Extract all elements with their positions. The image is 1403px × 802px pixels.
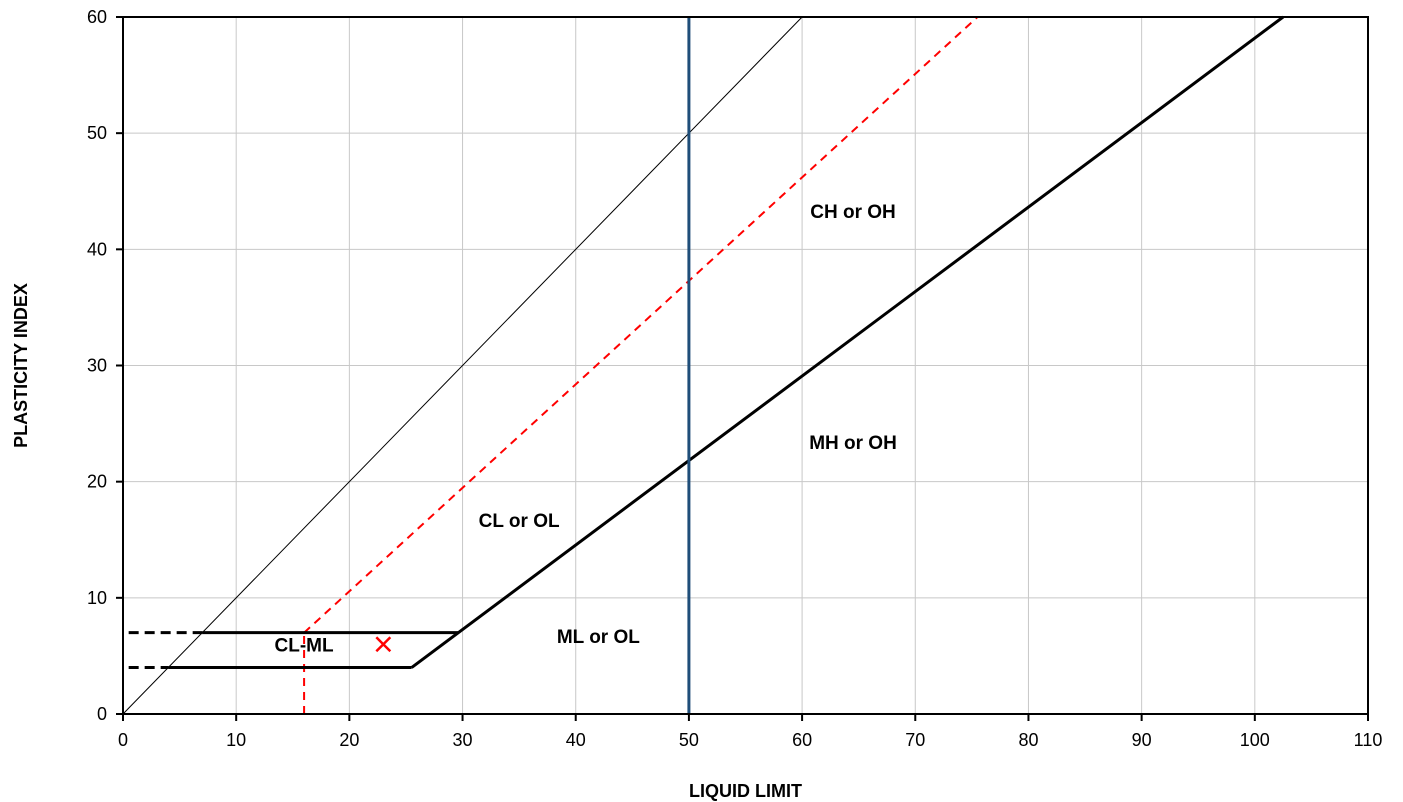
x-tick-label: 110	[1354, 730, 1383, 750]
x-tick-label: 100	[1240, 730, 1270, 750]
series-u-line	[303, 16, 979, 634]
tick-group: 0 10 20 30 40 50 60 70 80 90 100 110 0 10 20 30 40 50 60	[87, 7, 1382, 750]
x-tick-label: 90	[1132, 730, 1152, 750]
x-tick-label: 20	[339, 730, 359, 750]
x-tick-label: 80	[1018, 730, 1038, 750]
points-group	[375, 636, 392, 653]
region-label: CL-ML	[275, 635, 334, 656]
y-tick-label: 50	[87, 123, 107, 143]
y-tick-label: 10	[87, 588, 107, 608]
y-tick-label: 30	[87, 356, 107, 376]
y-tick-label: 60	[87, 7, 107, 27]
x-tick-label: 50	[679, 730, 699, 750]
y-tick-label: 40	[87, 239, 107, 259]
series-a-line	[410, 15, 1285, 669]
region-label: CH or OH	[810, 202, 896, 223]
gridlines	[123, 17, 1368, 714]
x-tick-label: 40	[566, 730, 586, 750]
x-tick-label: 60	[792, 730, 812, 750]
series-group	[122, 15, 1285, 715]
data-point-marker	[375, 636, 392, 653]
y-axis-title: PLASTICITY INDEX	[11, 283, 31, 448]
x-tick-label: 10	[226, 730, 246, 750]
region-label: CL or OL	[479, 511, 560, 532]
region-label: MH or OH	[809, 433, 897, 454]
region-labels: CH or OH MH or OH CL or OL ML or OL CL-ML	[275, 202, 897, 656]
region-label: ML or OL	[557, 627, 640, 648]
marker-stroke	[375, 636, 392, 653]
y-tick-label: 20	[87, 472, 107, 492]
y-tick-label: 0	[97, 704, 107, 724]
x-tick-label: 70	[905, 730, 925, 750]
x-tick-label: 30	[453, 730, 473, 750]
x-axis-title: LIQUID LIMIT	[689, 781, 802, 801]
x-tick-label: 0	[118, 730, 128, 750]
